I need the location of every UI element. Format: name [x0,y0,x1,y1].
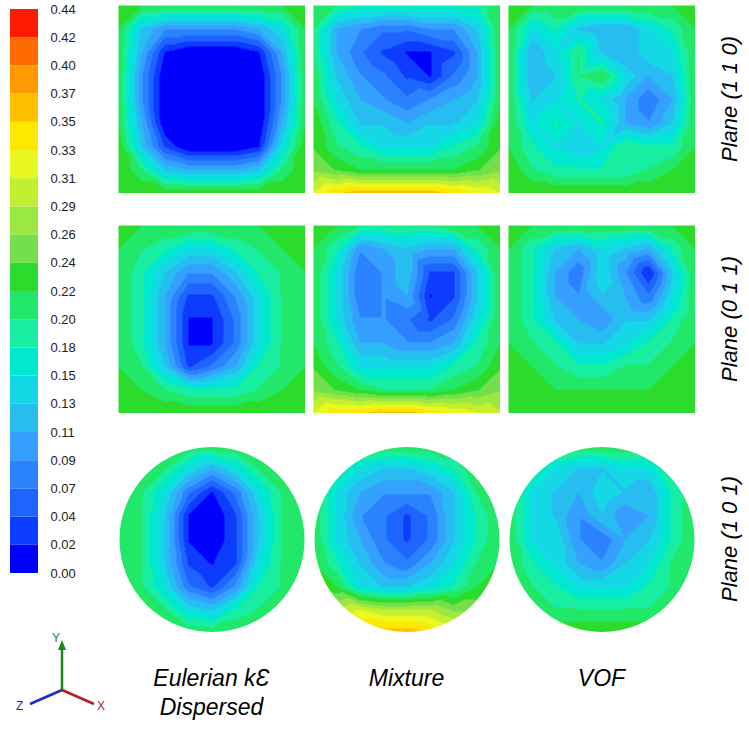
html-text:Plane (0 1 1): Plane (0 1 1) [717,256,742,382]
html-text:Eulerian kƐ Dispersed: Eulerian kƐ Dispersed [153,665,270,720]
html-text:Mixture: Mixture [368,665,445,691]
svg-text:0.44: 0.44 [51,2,76,17]
svg-text:0.20: 0.20 [51,312,76,327]
svg-text:0.35: 0.35 [51,114,76,129]
svg-text:0.11: 0.11 [51,425,75,440]
svg-text:X: X [97,699,105,713]
svg-text:0.09: 0.09 [51,453,76,468]
html-text:Plane (1 1 0): Plane (1 1 0) [717,36,742,162]
svg-text:0.22: 0.22 [51,284,76,299]
svg-text:0.15: 0.15 [51,368,76,383]
html-text:VOF: VOF [577,665,626,691]
svg-text:Y: Y [52,631,60,645]
svg-text:0.00: 0.00 [51,566,76,581]
svg-text:0.40: 0.40 [51,58,76,73]
svg-text:0.37: 0.37 [51,86,76,101]
svg-text:0.24: 0.24 [51,255,76,270]
svg-text:Z: Z [16,699,23,713]
svg-text:0.13: 0.13 [51,396,76,411]
svg-text:0.02: 0.02 [51,537,76,552]
svg-text:0.33: 0.33 [51,143,76,158]
svg-text:0.29: 0.29 [51,199,76,214]
svg-text:0.07: 0.07 [51,481,76,496]
svg-text:0.18: 0.18 [51,340,76,355]
svg-text:0.42: 0.42 [51,30,76,45]
svg-text:0.31: 0.31 [51,171,76,186]
svg-text:0.26: 0.26 [51,227,76,242]
svg-text:0.04: 0.04 [51,509,76,524]
html-text:Plane (1 0 1): Plane (1 0 1) [717,476,742,602]
